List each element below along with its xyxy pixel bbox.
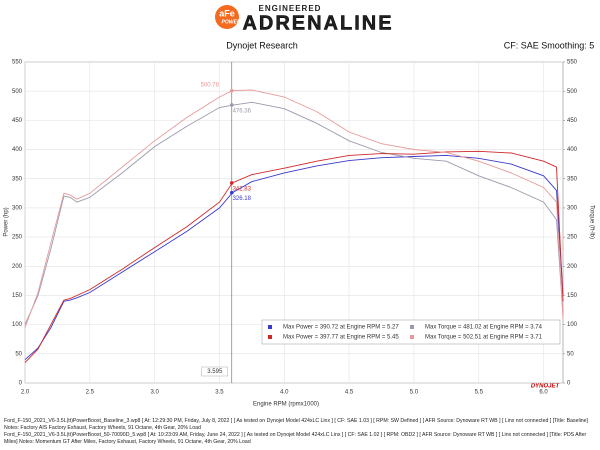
y2-tick-label: 450 — [567, 118, 578, 124]
cursor-marker — [229, 103, 234, 107]
legend-swatch — [268, 335, 272, 339]
x-tick-label: 6.0 — [539, 390, 548, 396]
x-tick-label: 2.5 — [86, 390, 95, 396]
y-tick-label: 250 — [12, 235, 23, 241]
y-axis-label: Power (hp) — [4, 207, 10, 236]
series-line — [24, 150, 564, 363]
y2-tick-label: 100 — [567, 322, 578, 328]
series-line — [24, 101, 564, 325]
legend-swatch — [410, 325, 414, 329]
x-tick-label: 3.0 — [150, 390, 159, 396]
cursor-label-box — [201, 366, 228, 377]
cursor-value: 326.18 — [233, 196, 252, 202]
x-tick-label: 5.5 — [475, 390, 484, 396]
x-tick-label: 5.0 — [410, 390, 419, 396]
cursor-label: 3.595 — [207, 369, 223, 375]
y2-tick-label: 300 — [567, 205, 578, 211]
cursor-value: 476.36 — [233, 109, 252, 115]
y2-tick-label: 250 — [567, 235, 578, 241]
legend-swatch — [410, 335, 414, 339]
y2-tick-label: 150 — [567, 293, 578, 299]
legend-label: Max Power = 390.72 at Engine RPM = 5.27 — [283, 325, 399, 331]
chart-title: Dynojet Research — [226, 40, 298, 50]
y2-tick-label: 400 — [567, 147, 578, 153]
y2-tick-label: 200 — [567, 264, 578, 270]
legend-swatch — [268, 325, 272, 329]
x-tick-label: 3.5 — [215, 390, 224, 396]
cursor-marker — [229, 181, 234, 185]
series-line — [24, 89, 564, 328]
y-tick-label: 450 — [12, 118, 23, 124]
legend-label: Max Torque = 502.51 at Engine RPM = 3.71 — [425, 335, 543, 341]
legend-label: Max Power = 397.77 at Engine RPM = 5.45 — [283, 335, 399, 341]
y-tick-label: 500 — [12, 89, 23, 95]
y2-tick-label: 0 — [567, 381, 571, 387]
y-tick-label: 350 — [12, 176, 23, 182]
y-tick-label: 100 — [12, 322, 23, 328]
brand: aFe — [219, 8, 235, 18]
y2-tick-label: 50 — [567, 351, 574, 357]
brand-badge — [215, 5, 239, 29]
series-line — [24, 154, 564, 361]
y-tick-label: 550 — [12, 60, 23, 66]
y-tick-label: 400 — [12, 147, 23, 153]
y-tick-label: 50 — [15, 351, 22, 357]
x-tick-label: 4.0 — [280, 390, 289, 396]
y-tick-label: 200 — [12, 264, 23, 270]
cursor-marker — [229, 88, 234, 93]
product: ADRENALINE — [242, 12, 393, 34]
x-axis-label: Engine RPM (rpmx1000) — [253, 402, 319, 408]
legend-box — [261, 319, 561, 345]
tagline: ENGINEERED — [259, 4, 322, 13]
cursor-marker — [229, 190, 234, 195]
y-tick-label: 150 — [12, 293, 23, 299]
legend-label: Max Torque = 481.02 at Engine RPM = 3.74 — [425, 325, 543, 331]
cursor-value: 500.78 — [201, 82, 220, 88]
y2-tick-label: 550 — [567, 60, 578, 66]
footer-line: Ford_F-150_2021_V6-3.5L(tt)PowerBoost_Ba… — [4, 418, 588, 431]
x-tick-label: 2.0 — [21, 390, 30, 396]
cursor-value: 342.83 — [233, 186, 252, 192]
dynojet-logo: DYNOJET — [531, 384, 561, 390]
brand-sub: POWER — [222, 19, 241, 25]
y-tick-label: 300 — [12, 205, 23, 211]
y2-tick-label: 350 — [567, 176, 578, 182]
y2-tick-label: 500 — [567, 89, 578, 95]
x-tick-label: 4.5 — [345, 390, 354, 396]
y2-axis-label: Torque (ft-lb) — [588, 205, 594, 239]
footer-line: Ford_F-150_2021_V6-3.5L(tt)PowerBoost_50… — [4, 432, 587, 445]
y-tick-label: 0 — [19, 381, 23, 387]
chart-subtitle: CF: SAE Smoothing: 5 — [504, 40, 595, 50]
